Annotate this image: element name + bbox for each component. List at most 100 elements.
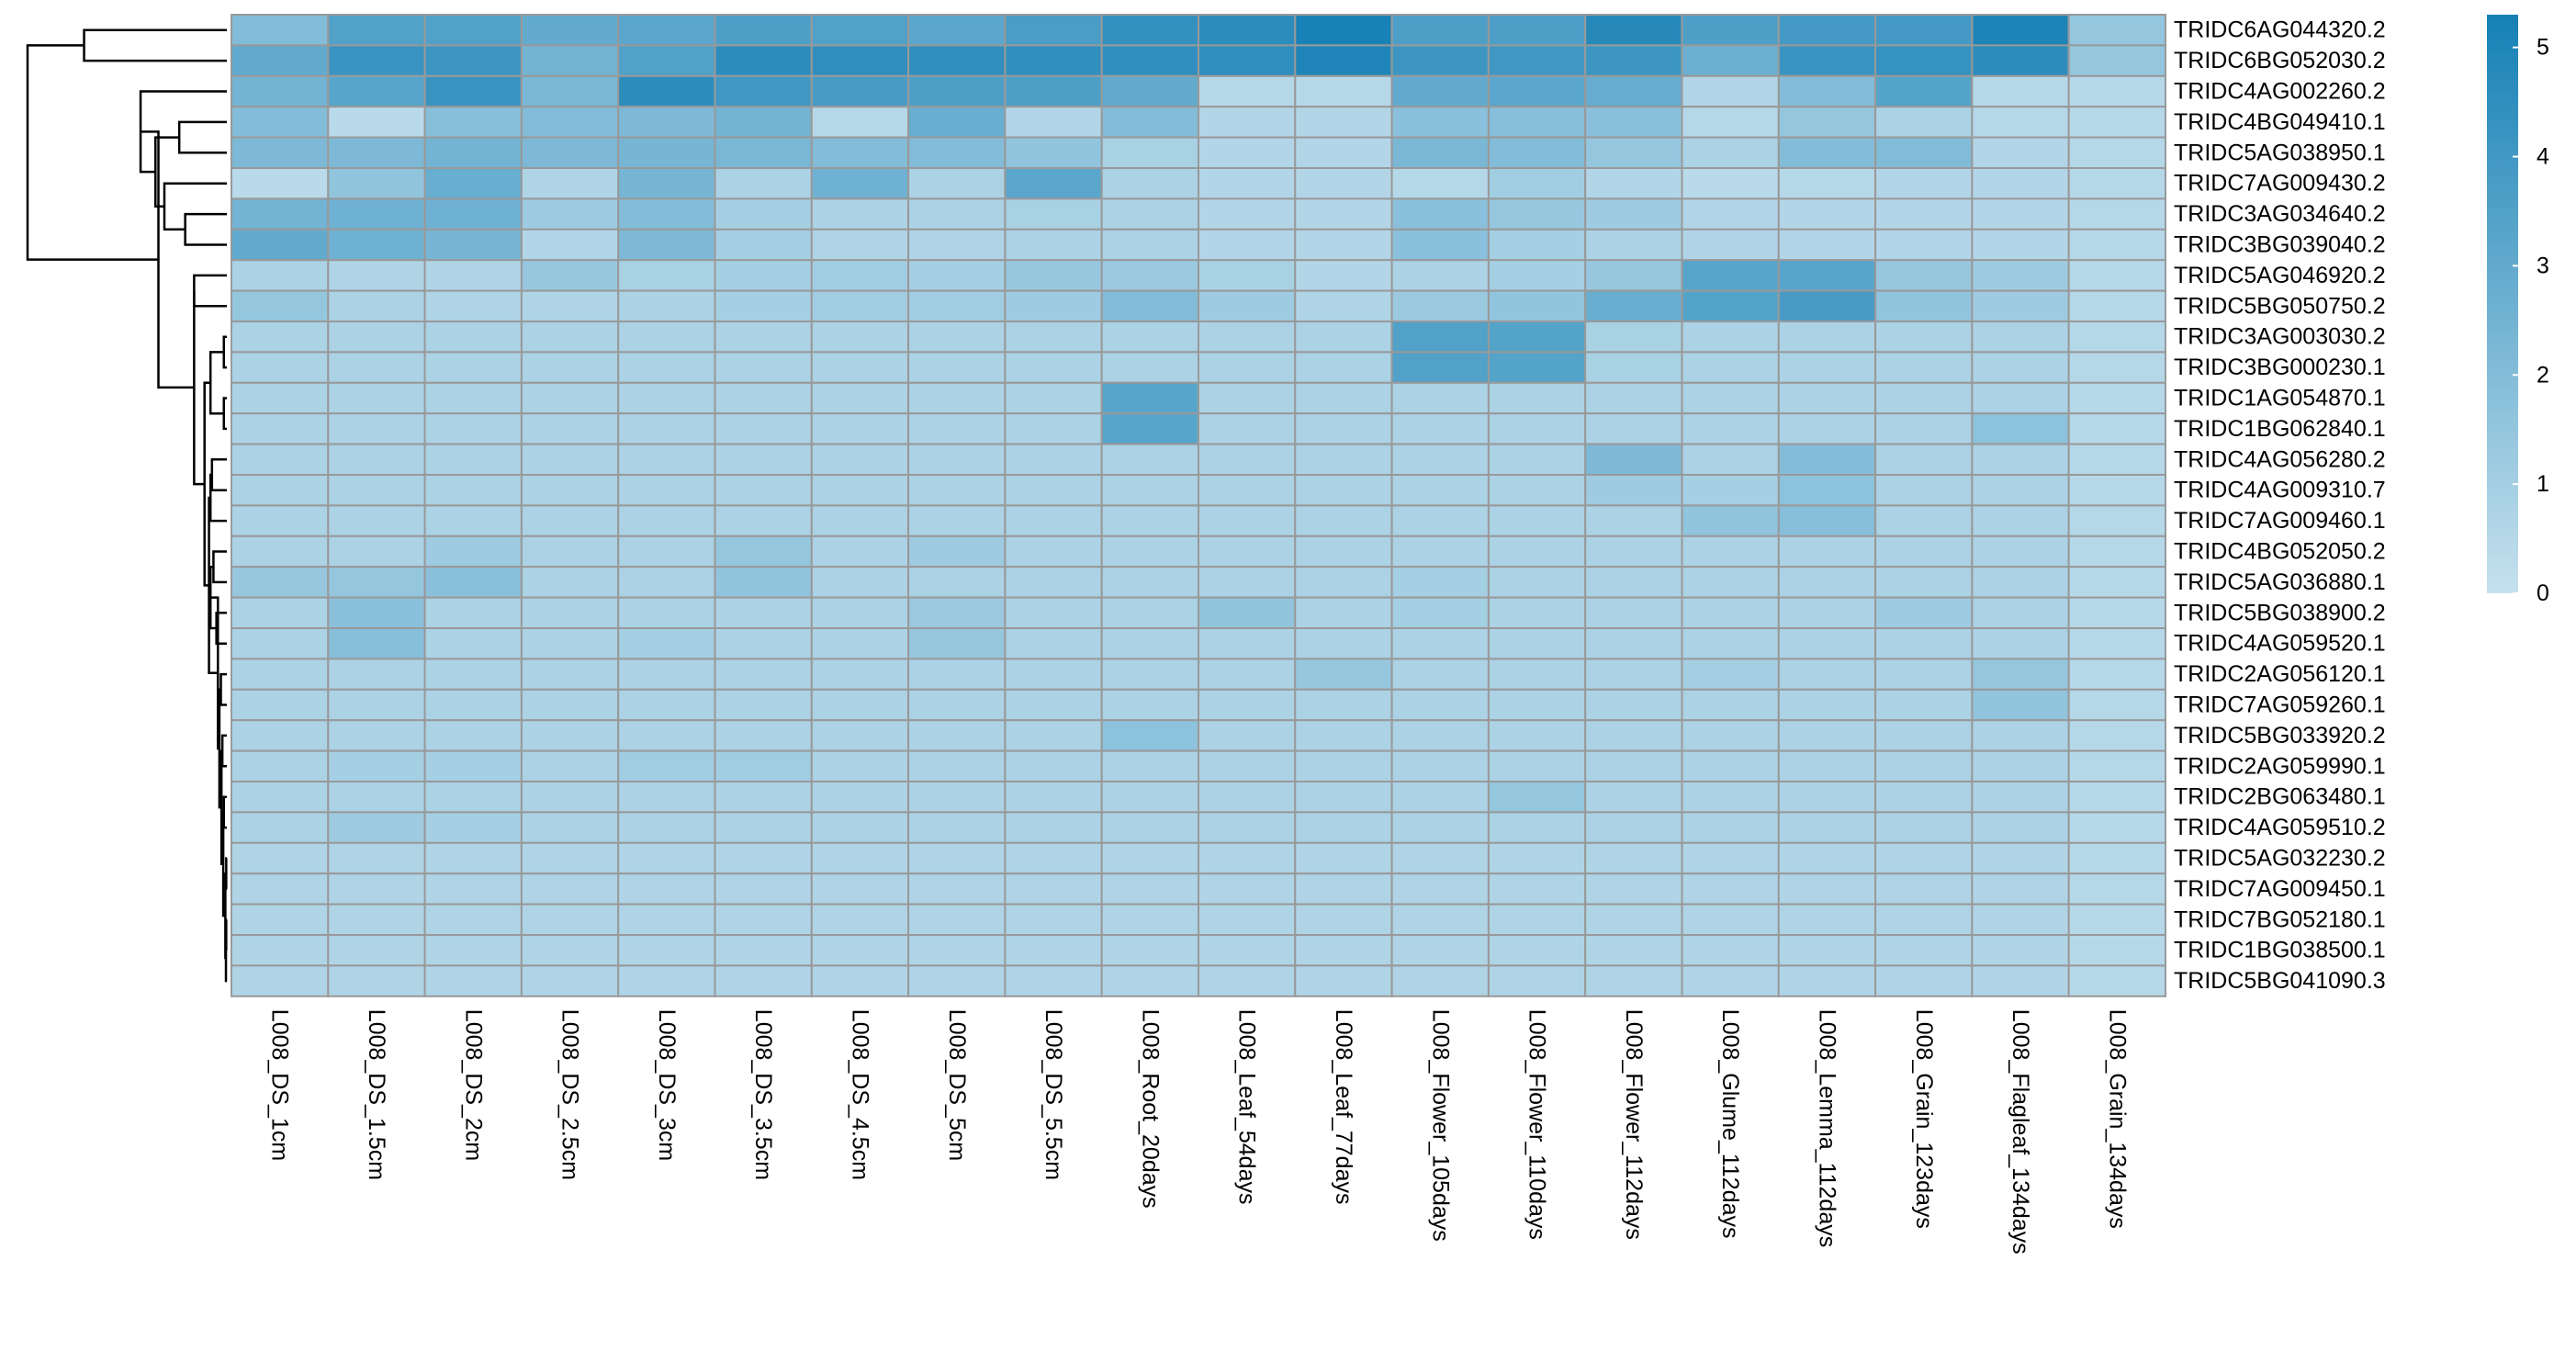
heatmap-cell: [1100, 74, 1199, 108]
heatmap-cell: [714, 627, 813, 660]
heatmap-cell: [1584, 136, 1683, 170]
heatmap-cell: [907, 903, 1007, 936]
heatmap-cell: [1487, 749, 1587, 782]
heatmap-cell: [1487, 351, 1587, 384]
heatmap-cell: [1487, 259, 1587, 292]
heatmap-cell: [1198, 14, 1297, 47]
heatmap-cell: [1777, 44, 1877, 77]
heatmap-cell: [327, 719, 426, 752]
row-label: TRIDC5AG032230.2: [2174, 846, 2386, 872]
heatmap-cell: [423, 964, 523, 997]
heatmap-cell: [2067, 321, 2166, 354]
heatmap-cell: [907, 228, 1007, 262]
heatmap-cell: [617, 14, 716, 47]
heatmap-cell: [1390, 658, 1490, 691]
heatmap-cell: [327, 596, 426, 629]
heatmap-cell: [1584, 811, 1683, 844]
heatmap-cell: [231, 197, 330, 231]
heatmap-cell: [1004, 74, 1103, 108]
heatmap-cell: [1584, 934, 1683, 967]
heatmap-cell: [907, 688, 1007, 722]
heatmap-cell: [810, 719, 910, 752]
heatmap-cell: [1100, 289, 1199, 323]
heatmap-cell: [1681, 841, 1780, 875]
heatmap-cell: [1390, 566, 1490, 599]
heatmap-cell: [520, 841, 620, 875]
heatmap-cell: [2067, 14, 2166, 47]
heatmap-cell: [1198, 289, 1297, 323]
heatmap-cell: [1004, 688, 1103, 722]
heatmap-cell: [327, 74, 426, 108]
heatmap-cell: [1681, 289, 1780, 323]
heatmap-cell: [520, 719, 620, 752]
heatmap-cell: [1294, 351, 1393, 384]
heatmap-cell: [1390, 872, 1490, 906]
heatmap-cell: [1198, 474, 1297, 507]
heatmap-cell: [1487, 74, 1587, 108]
heatmap-cell: [810, 535, 910, 568]
heatmap-cell: [1004, 627, 1103, 660]
heatmap-cell: [810, 381, 910, 415]
heatmap-cell: [1971, 596, 2070, 629]
heatmap-cell: [1390, 321, 1490, 354]
heatmap-cell: [231, 136, 330, 170]
heatmap-cell: [520, 136, 620, 170]
heatmap-cell: [327, 443, 426, 477]
heatmap-cell: [231, 289, 330, 323]
heatmap-cell: [1681, 136, 1780, 170]
heatmap-cell: [423, 106, 523, 139]
heatmap-cell: [423, 535, 523, 568]
heatmap-cell: [810, 167, 910, 200]
heatmap-cell: [617, 289, 716, 323]
heatmap-cell: [1777, 106, 1877, 139]
heatmap-cell: [1971, 106, 2070, 139]
heatmap-cell: [1584, 351, 1683, 384]
heatmap-cell: [1971, 197, 2070, 231]
heatmap-cell: [1198, 44, 1297, 77]
heatmap-cell: [2067, 412, 2166, 445]
heatmap-cell: [1198, 811, 1297, 844]
heatmap-cell: [1584, 688, 1683, 722]
heatmap-cell: [1584, 903, 1683, 936]
heatmap-cell: [423, 289, 523, 323]
heatmap-cell: [714, 44, 813, 77]
column-label: L008_DS_3cm: [654, 1009, 680, 1161]
heatmap-cell: [714, 749, 813, 782]
heatmap-cell: [1874, 321, 1974, 354]
heatmap-cell: [714, 197, 813, 231]
row-label: TRIDC4AG059510.2: [2174, 815, 2386, 840]
heatmap-cell: [1971, 44, 2070, 77]
dendrogram-branch: [193, 274, 227, 308]
heatmap-cell: [714, 351, 813, 384]
row-label: TRIDC7AG009430.2: [2174, 171, 2386, 197]
heatmap-cell: [714, 289, 813, 323]
heatmap-cell: [714, 381, 813, 415]
heatmap-cell: [327, 289, 426, 323]
heatmap-cell: [1004, 811, 1103, 844]
heatmap-cell: [1681, 535, 1780, 568]
heatmap-cell: [1777, 841, 1877, 875]
heatmap-cell: [2067, 535, 2166, 568]
heatmap-cell: [1971, 443, 2070, 477]
heatmap-cell: [1294, 658, 1393, 691]
heatmap-cell: [1390, 964, 1490, 997]
heatmap-cell: [1777, 596, 1877, 629]
heatmap-cell: [714, 841, 813, 875]
heatmap-cell: [810, 811, 910, 844]
heatmap-cell: [907, 596, 1007, 629]
dendrogram-branch: [177, 120, 227, 154]
heatmap-cell: [1971, 351, 2070, 384]
heatmap-cell: [1100, 381, 1199, 415]
heatmap-cell: [1100, 658, 1199, 691]
heatmap-cell: [423, 811, 523, 844]
heatmap-cell: [1584, 535, 1683, 568]
heatmap-cell: [1584, 872, 1683, 906]
heatmap-cell: [1004, 14, 1103, 47]
heatmap-cell: [327, 197, 426, 231]
heatmap-cell: [2067, 964, 2166, 997]
column-label: L008_DS_1.5cm: [364, 1009, 389, 1180]
heatmap-cell: [1294, 719, 1393, 752]
row-label: TRIDC4BG049410.1: [2174, 109, 2386, 135]
heatmap-cell: [423, 412, 523, 445]
color-legend: 0 1 2 3 4 5: [2487, 15, 2549, 606]
